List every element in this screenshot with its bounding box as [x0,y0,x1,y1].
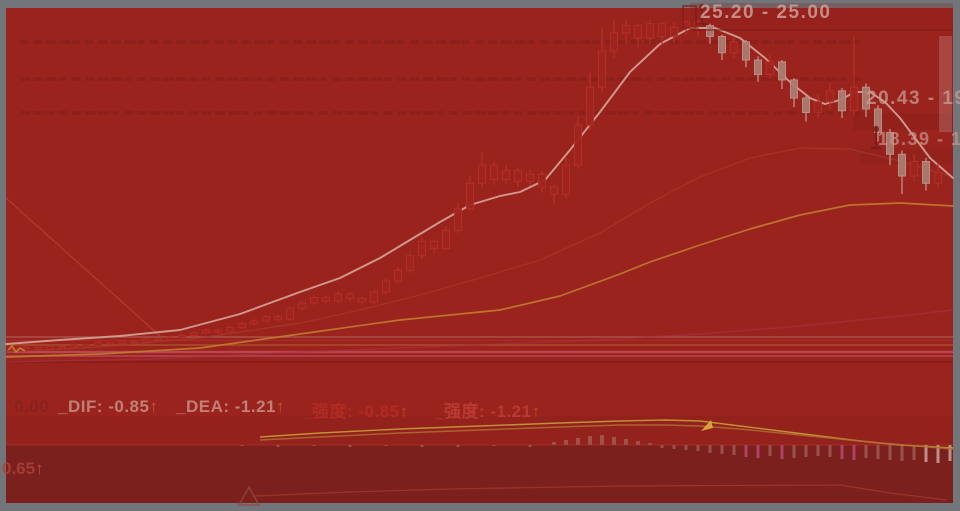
sub-panel-shapes [7,344,948,506]
strength2-readout: _强度: -1.21↑ [434,397,541,422]
dea-readout: _DEA: -1.21↑ [176,397,285,417]
sub-value-text: 0.65 [2,459,36,478]
ghost-text-rows [20,40,862,115]
up-arrow-icon: ↑ [149,397,159,416]
signal-arrow-icon [701,420,713,431]
up-arrow-icon: ↑ [399,402,409,421]
strength1-text: _强度: -0.85 [302,402,400,421]
price-range-label-peak: 25.20 - 25.00 [700,2,832,23]
histogram [552,435,652,445]
dif-readout: _DIF: -0.85↑ [58,397,158,417]
histogram-negative [240,445,952,463]
dea-line [259,424,954,450]
up-arrow-icon: ↑ [275,397,285,416]
ma_mid [5,147,954,353]
candles [10,20,942,351]
up-arrow-icon: ↑ [531,402,541,421]
strength2-text: _强度: -1.21 [434,402,532,421]
ma_slow [5,202,954,358]
price-range-label-mid: 20.43 - 19 [866,88,960,109]
price-range-label-low: 18.39 - 1 [878,129,960,149]
sub-indicator-readout: 0.65↑ [2,459,44,479]
macd-zero-readout: 0.00 [14,397,50,416]
sub-indicator-panel [6,445,953,503]
up-arrow-icon: ↑ [35,459,44,478]
marker-box-icon [682,5,697,29]
dea-text: _DEA: -1.21 [176,397,276,416]
ma_slowest [5,309,954,363]
right-edge-panel [939,36,952,132]
macd-lines [259,419,954,450]
trend-line [5,197,161,337]
dif-text: _DIF: -0.85 [58,397,150,416]
annotations [682,4,953,150]
triangle-marker-icon [237,485,261,506]
strength1-readout: _强度: -0.85↑ [302,397,409,422]
